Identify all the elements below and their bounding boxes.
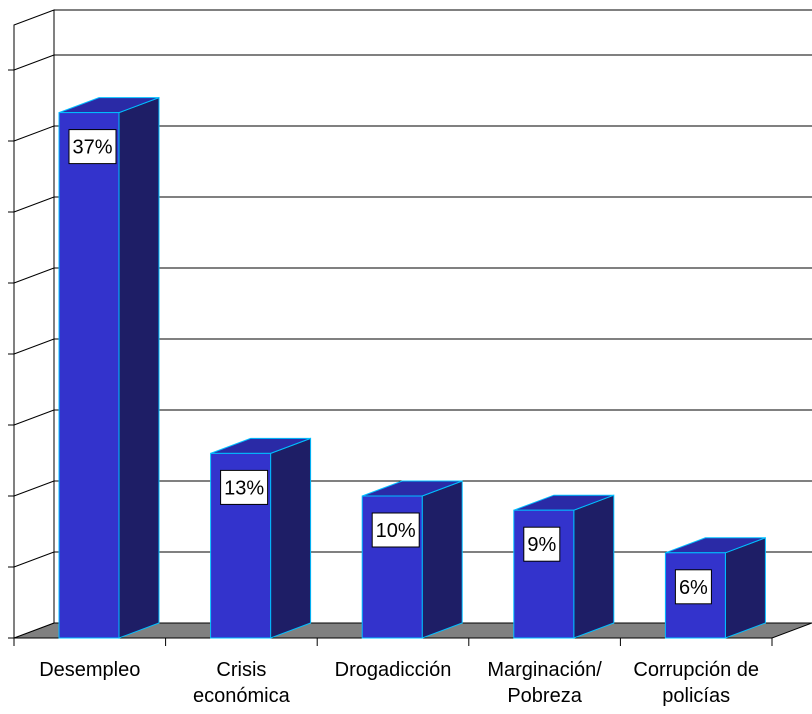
gridline-side (13, 480, 55, 497)
bar (513, 494, 615, 639)
bar (361, 480, 463, 639)
data-label: 10% (376, 520, 416, 542)
data-label-box (523, 526, 561, 562)
x-tick-label: Pobreza (507, 685, 582, 707)
data-label-box (674, 569, 712, 605)
data-label-box (68, 129, 117, 165)
bar (58, 96, 160, 639)
bar-side-face (118, 96, 160, 639)
bar (210, 437, 312, 639)
gridline-side (13, 196, 55, 213)
data-label: 6% (679, 577, 708, 599)
bar-side-face (573, 494, 615, 639)
gridline-side (13, 267, 55, 284)
x-tick-label: Corrupción de (633, 659, 759, 681)
chart-side-wall (13, 9, 55, 639)
gridlines (13, 54, 812, 568)
x-tick-label: económica (193, 685, 291, 707)
gridline-side (13, 125, 55, 142)
data-label-box (220, 469, 269, 505)
x-tick-label: Desempleo (39, 659, 140, 681)
data-label-box (371, 512, 420, 548)
bar-front-face (58, 112, 120, 639)
gridline-side (13, 551, 55, 568)
data-label: 9% (527, 534, 556, 556)
x-tick-labels: Desempleo Crisis económica Drogadicción Marg… (39, 659, 759, 707)
bars (58, 96, 766, 639)
bar-side-face (421, 480, 463, 639)
bar-side-face (724, 537, 766, 639)
data-label: 13% (224, 477, 264, 499)
x-tick-label: Marginación/ (487, 659, 602, 681)
gridline-side (13, 338, 55, 355)
x-tick-label: Drogadicción (335, 659, 452, 681)
x-tick-label: Crisis (216, 659, 266, 681)
data-labels: 37% 13% 10% 9% 6% (68, 129, 712, 605)
data-label: 37% (72, 137, 112, 159)
gridline-side (13, 54, 55, 71)
bar-side-face (270, 437, 312, 639)
gridline-side (13, 409, 55, 426)
x-tick-label: policías (662, 685, 730, 707)
